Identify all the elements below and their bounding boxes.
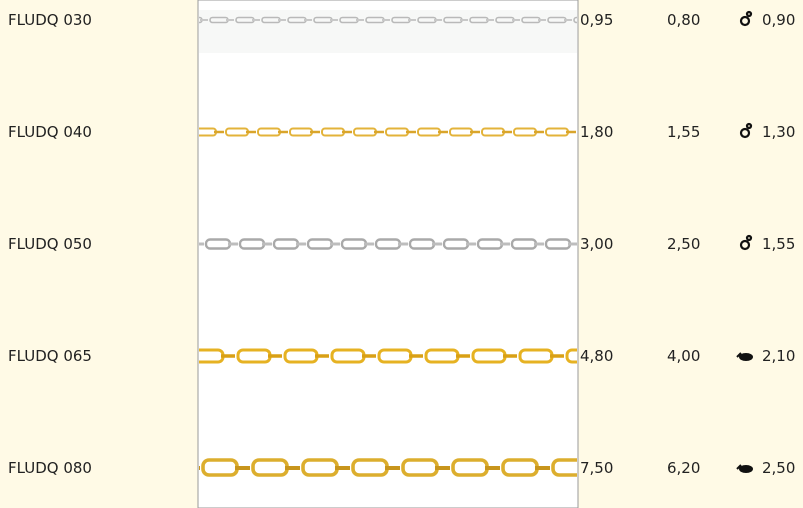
spec-value: 3,00 (580, 235, 614, 253)
spec-value: 1,80 (580, 123, 614, 141)
product-code: FLUDQ 030 (8, 11, 92, 29)
spec-value: 7,50 (580, 459, 614, 477)
spec-value: 4,80 (580, 347, 614, 365)
spec-value: 0,90 (762, 11, 796, 29)
spec-value: 0,80 (667, 11, 701, 29)
chain-image (199, 15, 577, 25)
spec-value: 1,30 (762, 123, 796, 141)
product-code: FLUDQ 040 (8, 123, 92, 141)
product-code: FLUDQ 065 (8, 347, 92, 365)
spec-value: 2,50 (667, 235, 701, 253)
spec-value: 1,55 (762, 235, 796, 253)
chain-image (199, 126, 577, 138)
image-panel (197, 0, 579, 508)
product-code: FLUDQ 080 (8, 459, 92, 477)
chain-image (199, 237, 577, 251)
product-code: FLUDQ 050 (8, 235, 92, 253)
chain-image (199, 347, 577, 365)
spec-value: 1,55 (667, 123, 701, 141)
chain-image (199, 457, 577, 479)
spec-value: 4,00 (667, 347, 701, 365)
spec-value: 2,10 (762, 347, 796, 365)
lobster-clasp-icons (736, 352, 753, 473)
spec-value: 2,50 (762, 459, 796, 477)
spec-value: 6,20 (667, 459, 701, 477)
ring-clasp-icons (739, 10, 753, 251)
spec-value: 0,95 (580, 11, 614, 29)
